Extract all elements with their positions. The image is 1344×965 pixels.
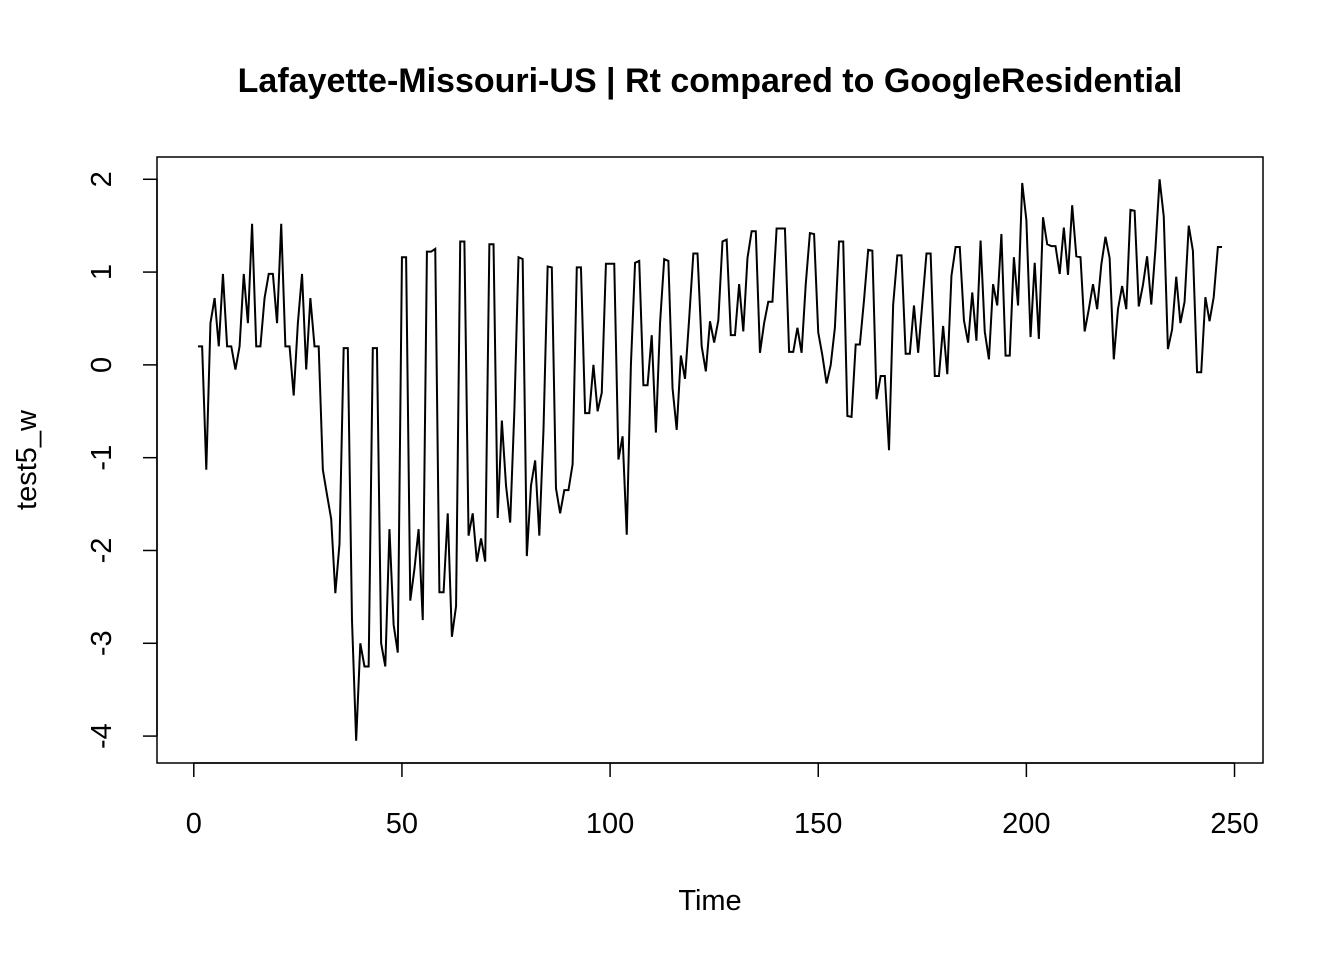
y-tick-label: 2 — [86, 171, 118, 187]
y-tick-label: 0 — [86, 357, 118, 373]
x-tick-label: 150 — [794, 808, 842, 840]
x-tick-label: 0 — [186, 808, 202, 840]
y-tick-label: -2 — [86, 538, 118, 564]
x-tick-label: 50 — [386, 808, 418, 840]
y-axis-label: test5_w — [11, 409, 43, 510]
x-tick-label: 250 — [1210, 808, 1258, 840]
y-tick-label: -1 — [86, 445, 118, 471]
x-tick-label: 100 — [586, 808, 634, 840]
chart-title: Lafayette-Missouri-US | Rt compared to G… — [238, 62, 1183, 100]
x-axis-label: Time — [678, 885, 741, 917]
data-line — [197, 179, 1223, 741]
y-tick-label: -3 — [86, 630, 118, 656]
y-tick-label: -4 — [86, 723, 118, 749]
y-tick-label: 1 — [86, 264, 118, 280]
x-tick-label: 200 — [1002, 808, 1050, 840]
